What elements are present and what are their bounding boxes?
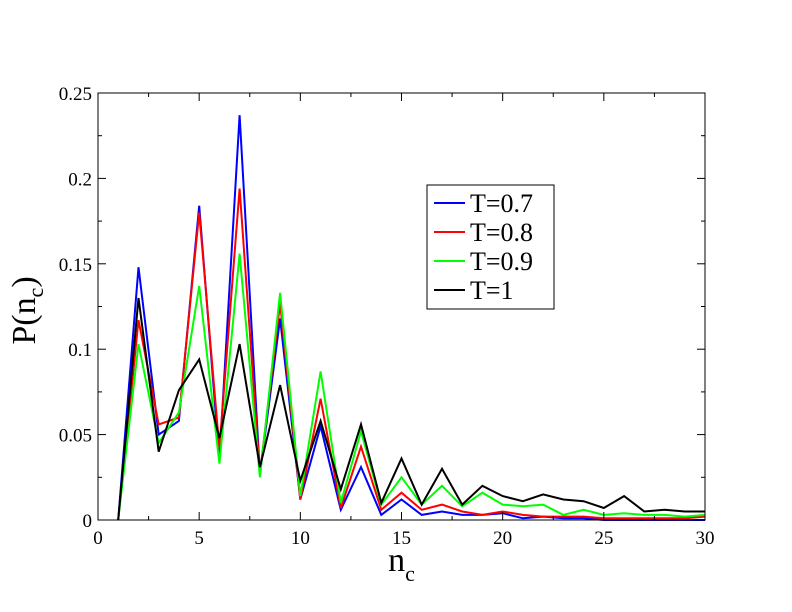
series-line-t-0-8 [117, 188, 706, 521]
legend-label: T=0.7 [470, 189, 533, 218]
x-tick-label: 10 [291, 528, 310, 549]
y-tick-label: 0.25 [59, 84, 92, 105]
tick-labels-layer: 0 5 10 15 20 25 30 0 0.05 0.1 0.15 0.2 0.25 [59, 84, 715, 549]
series-line-t-1 [117, 297, 705, 521]
legend: T=0.7T=0.8T=0.9T=1 [426, 184, 555, 310]
y-tick-label: 0.05 [59, 426, 92, 447]
x-tick-label: 0 [93, 528, 103, 549]
y-axis-label: P(nc) [6, 276, 48, 344]
y-tick-label: 0 [83, 511, 93, 532]
y-axis-label-base: P(n [6, 297, 43, 344]
y-tick-label: 0.1 [68, 340, 92, 361]
y-axis-label-sub: c [23, 287, 48, 297]
ticks-layer [97, 92, 706, 521]
x-tick-label: 25 [594, 528, 613, 549]
legend-label: T=0.9 [470, 247, 533, 276]
x-axis-label: nc [388, 542, 415, 586]
legend-label: T=1 [470, 276, 514, 305]
y-tick-label: 0.15 [59, 255, 92, 276]
x-axis-label-sub: c [405, 561, 415, 586]
series-line-t-0-9 [117, 253, 706, 521]
x-tick-label: 20 [493, 528, 512, 549]
y-tick-label: 0.2 [68, 169, 92, 190]
legend-label: T=0.8 [470, 218, 533, 247]
legend-box [426, 184, 555, 310]
x-tick-label: 5 [194, 528, 204, 549]
y-axis-label-close: ) [6, 276, 43, 287]
series-line-t-0-7 [117, 115, 705, 521]
series-layer [117, 115, 706, 521]
x-axis-label-base: n [388, 542, 405, 579]
x-tick-label: 30 [696, 528, 715, 549]
x-tick-label: 15 [392, 528, 411, 549]
